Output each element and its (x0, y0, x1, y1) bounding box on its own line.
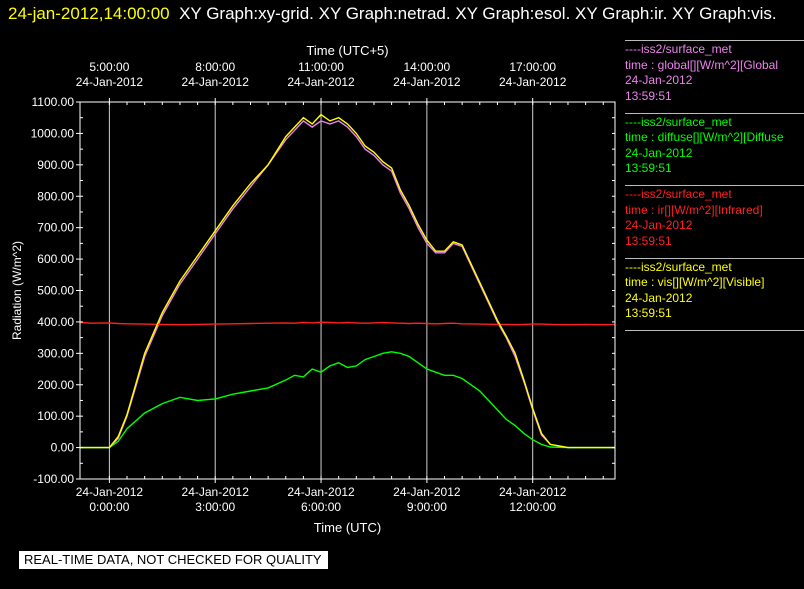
x2-tick-time: 11:00:00 (298, 60, 344, 74)
legend-time: 13:59:51 (625, 88, 672, 103)
x2-tick-date: 24-Jan-2012 (499, 75, 567, 89)
series-line-diffuse (80, 351, 615, 449)
x2-tick-time: 17:00:00 (509, 60, 556, 74)
legend-station: ----iss2/surface_met (625, 187, 732, 201)
y-axis-label: Radiation (W/m^2) (10, 241, 24, 340)
x2-axis-label: Time (UTC+5) (306, 43, 388, 58)
x-tick-date: 24-Jan-2012 (499, 485, 567, 499)
x2-tick-time: 14:00:00 (404, 60, 451, 74)
x-tick-time: 6:00:00 (301, 500, 341, 514)
title-graph-list: XY Graph:xy-grid. XY Graph:netrad. XY Gr… (179, 4, 777, 23)
legend-date: 24-Jan-2012 (625, 290, 693, 305)
quality-notice: REAL-TIME DATA, NOT CHECKED FOR QUALITY (19, 551, 328, 569)
x-tick-date: 24-Jan-2012 (393, 485, 461, 499)
legend-separator (625, 185, 804, 186)
y-tick-label: 800.00 (37, 189, 74, 203)
x-tick-time: 12:00:00 (509, 500, 556, 514)
y-tick-label: 600.00 (37, 252, 74, 266)
x-tick-date: 24-Jan-2012 (287, 485, 355, 499)
y-tick-label: 100.00 (37, 409, 74, 423)
y-tick-label: 700.00 (37, 221, 74, 235)
series-line-vis (80, 113, 615, 449)
y-tick-label: 900.00 (37, 158, 74, 172)
x2-tick-time: 8:00:00 (195, 60, 235, 74)
chart-series-group (79, 113, 616, 449)
series-line-global (80, 119, 615, 449)
chart-grid (108, 102, 534, 479)
legend-entry: ----iss2/surface_met time : diffuse[][W/m… (625, 115, 804, 177)
x2-tick-date: 24-Jan-2012 (76, 75, 144, 89)
legend-station: ----iss2/surface_met (625, 42, 732, 56)
legend-station: ----iss2/surface_met (625, 114, 732, 129)
legend-time: 13:59:51 (625, 161, 672, 175)
legend-separator (625, 257, 804, 259)
x-tick-date: 24-Jan-2012 (76, 485, 144, 499)
x-tick-time: 3:00:00 (195, 500, 235, 514)
legend-var: time : vis[][W/m^2][Visible] (625, 275, 765, 289)
legend-separator (625, 330, 804, 331)
y-tick-label: 0.00 (51, 441, 75, 455)
legend-date: 24-Jan-2012 (625, 145, 693, 160)
legend-entry: ----iss2/surface_met time : vis[][W/m^2][… (625, 260, 804, 322)
y-tick-label: 400.00 (37, 315, 74, 329)
legend-time: 13:59:51 (625, 233, 672, 248)
y-tick-label: -100.00 (33, 472, 74, 486)
legend-station: ----iss2/surface_met (625, 259, 732, 274)
x-tick-date: 24-Jan-2012 (182, 485, 250, 499)
chart-axes: -100.00 0.00 100.00 200.00 300.00 400.00 500.0… (10, 43, 616, 535)
title-timestamp: 24-jan-2012,14:00:00 (8, 4, 170, 23)
y-tick-label: 1100.00 (32, 95, 75, 109)
series-line-ir (79, 321, 616, 326)
x-tick-time: 9:00:00 (407, 500, 447, 514)
x-tick-time: 0:00:00 (89, 500, 129, 514)
x2-tick-date: 24-Jan-2012 (287, 75, 355, 89)
legend-entry: ----iss2/surface_met time : ir[][W/m^2][I… (625, 187, 804, 249)
x2-tick-time: 5:00:00 (89, 60, 129, 74)
y-tick-label: 300.00 (37, 346, 74, 360)
x-axis-label: Time (UTC) (314, 520, 381, 535)
y-tick-label: 1000.00 (31, 126, 75, 140)
y-tick-label: 500.00 (37, 284, 74, 298)
plot-frame (79, 101, 616, 480)
y-tick-label: 200.00 (37, 378, 74, 392)
legend-separator (625, 40, 804, 41)
legend-var: time : global[][W/m^2][Global (625, 57, 779, 72)
legend-separator (625, 112, 804, 114)
legend-time: 13:59:51 (625, 306, 672, 320)
legend-date: 24-Jan-2012 (625, 218, 693, 232)
legend-var: time : diffuse[][W/m^2][Diffuse (625, 130, 784, 144)
x2-tick-date: 24-Jan-2012 (393, 75, 461, 89)
window-title: 24-jan-2012,14:00:00 XY Graph:xy-grid. X… (8, 3, 804, 24)
legend-date: 24-Jan-2012 (625, 73, 693, 87)
legend-entry: ----iss2/surface_met time : global[][W/m^… (625, 42, 804, 104)
legend-var: time : ir[][W/m^2][Infrared] (625, 202, 763, 217)
x2-tick-date: 24-Jan-2012 (182, 75, 250, 89)
